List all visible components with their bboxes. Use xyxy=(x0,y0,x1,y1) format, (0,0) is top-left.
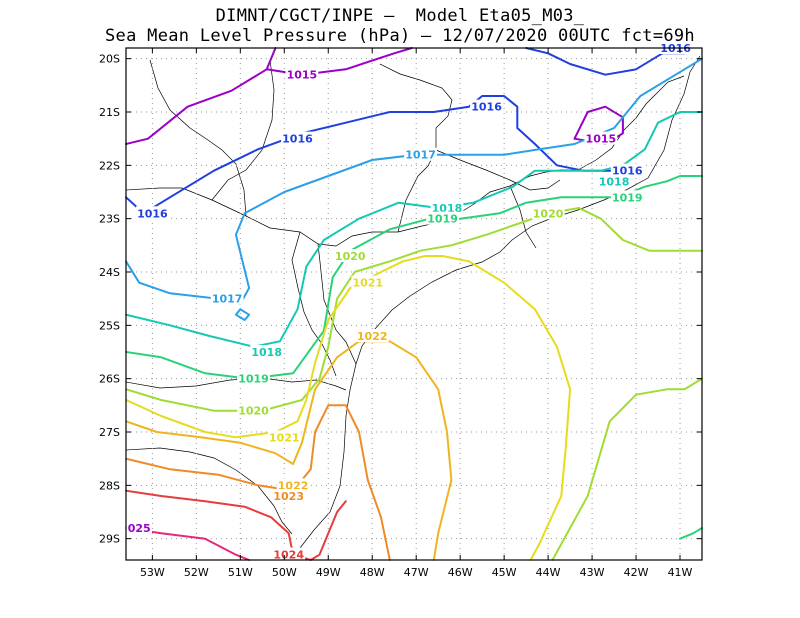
coastline-borders xyxy=(125,55,701,561)
state-border xyxy=(211,59,275,201)
x-tick-label: 48W xyxy=(360,566,385,579)
isobar-label-1018: 1018 xyxy=(251,346,282,359)
isobar-label-bg xyxy=(333,249,367,262)
isobar-label-1021: 1021 xyxy=(269,431,300,444)
isobar-label-bg xyxy=(610,163,644,177)
isobar-labels: 1015101502510161016101610161016101710171… xyxy=(126,41,693,562)
state-border xyxy=(125,377,347,391)
x-tick-label: 53W xyxy=(140,566,165,579)
x-tick-label: 49W xyxy=(316,566,341,579)
y-tick-label: 21S xyxy=(99,106,120,119)
isobar-label-bg xyxy=(610,190,644,204)
isobar-label-bg xyxy=(267,430,301,444)
state-border xyxy=(291,231,337,377)
state-border xyxy=(149,59,247,217)
isobar-label-bg xyxy=(285,67,319,81)
isobar-label-1022: 1022 xyxy=(357,330,388,343)
isobar-label-bg xyxy=(272,489,306,502)
isobar-label-bg xyxy=(126,521,152,534)
isobar-label-bg xyxy=(272,547,306,561)
isobar-label-1019: 1019 xyxy=(238,373,269,386)
isobar-label-1020: 1020 xyxy=(533,207,564,220)
y-tick-label: 29S xyxy=(99,533,120,546)
plot-frame xyxy=(125,47,703,561)
x-tick-label: 46W xyxy=(448,566,473,579)
isobar-label-1015: 1015 xyxy=(586,133,617,146)
isobar-label-bg xyxy=(597,174,631,188)
x-tick-label: 51W xyxy=(228,566,253,579)
isobar-1022 xyxy=(125,340,453,561)
isobar-label-1020: 1020 xyxy=(335,250,366,263)
isobar-1017 xyxy=(234,308,251,321)
gridlines xyxy=(126,48,702,560)
y-tick-label: 20S xyxy=(99,53,120,66)
isobar-label-1019: 1019 xyxy=(427,213,458,226)
isobar-1015 xyxy=(125,47,277,145)
isobar-label-bg xyxy=(276,478,310,492)
chart-title-line1: DIMNT/CGCT/INPE – Model Eta05_M03_ xyxy=(215,6,585,26)
isobar-label-bg xyxy=(281,131,314,145)
isobar-label-bg xyxy=(237,403,270,417)
isobar-label-1015: 1015 xyxy=(287,69,318,82)
isobar-label-1017: 1017 xyxy=(405,149,436,162)
isobar-1016 xyxy=(125,95,637,215)
isobar-label-bg xyxy=(135,206,169,220)
x-tick-label: 50W xyxy=(272,566,297,579)
isobar-1019 xyxy=(125,175,703,380)
x-tick-label: 52W xyxy=(184,566,209,579)
chart-title-line2: Sea Mean Level Pressure (hPa) – 12/07/20… xyxy=(105,26,695,46)
y-tick-label: 23S xyxy=(99,213,120,226)
isobar-label-bg xyxy=(430,201,464,214)
isobar-label-1021: 1021 xyxy=(353,277,384,290)
x-tick-label: 41W xyxy=(668,566,693,579)
isobar-1018 xyxy=(125,111,703,348)
isobar-label-1016: 1016 xyxy=(282,133,313,146)
x-tick-label: 44W xyxy=(536,566,561,579)
isobar-label-bg xyxy=(250,345,284,358)
x-tick-label: 47W xyxy=(404,566,429,579)
state-border xyxy=(577,75,685,171)
y-tick-label: 24S xyxy=(99,266,120,279)
isobar-label-bg xyxy=(470,99,503,113)
isobar-label-bg xyxy=(531,206,565,220)
x-tick-label: 42W xyxy=(624,566,649,579)
isobar-label-1017: 1017 xyxy=(212,293,243,306)
isobar-label-bg xyxy=(355,329,389,342)
isobar-label-1016: 1016 xyxy=(137,207,168,220)
isobar-label-bg xyxy=(404,147,437,161)
isobar-label-1020: 1020 xyxy=(238,405,269,418)
isobar-1023 xyxy=(125,404,391,561)
isobar-1024 xyxy=(125,489,347,561)
isobar-label-1016: 1016 xyxy=(471,101,502,114)
x-tick-label: 45W xyxy=(492,566,517,579)
y-tick-label: 25S xyxy=(99,319,120,332)
isobar-label-1015: 025 xyxy=(128,522,151,535)
axes: 53W 52W 51W 50W 49W 48W 47W 46W 45W 44W 43W 42W 41W 2… xyxy=(99,47,703,579)
isobar-label-bg xyxy=(351,275,385,289)
isobar-1020 xyxy=(125,207,703,412)
isobar-label-1024: 1024 xyxy=(273,549,304,562)
isobar-label-bg xyxy=(210,291,244,305)
x-tick-label: 43W xyxy=(580,566,605,579)
state-border xyxy=(125,447,293,535)
coastline xyxy=(291,55,701,561)
y-tick-label: 27S xyxy=(99,426,120,439)
isobar-label-1018: 1018 xyxy=(599,175,630,188)
y-tick-label: 22S xyxy=(99,159,120,172)
y-tick-label: 26S xyxy=(99,373,120,386)
isobar-1019 xyxy=(679,527,703,540)
isobar-label-1023: 1023 xyxy=(273,490,304,503)
isobar-label-bg xyxy=(584,131,618,145)
y-tick-label: 28S xyxy=(99,479,120,492)
isobar-label-bg xyxy=(426,211,459,225)
isobar-label-1019: 1019 xyxy=(612,191,643,204)
isobar-label-bg xyxy=(237,371,270,385)
isobar-1020 xyxy=(551,377,703,561)
